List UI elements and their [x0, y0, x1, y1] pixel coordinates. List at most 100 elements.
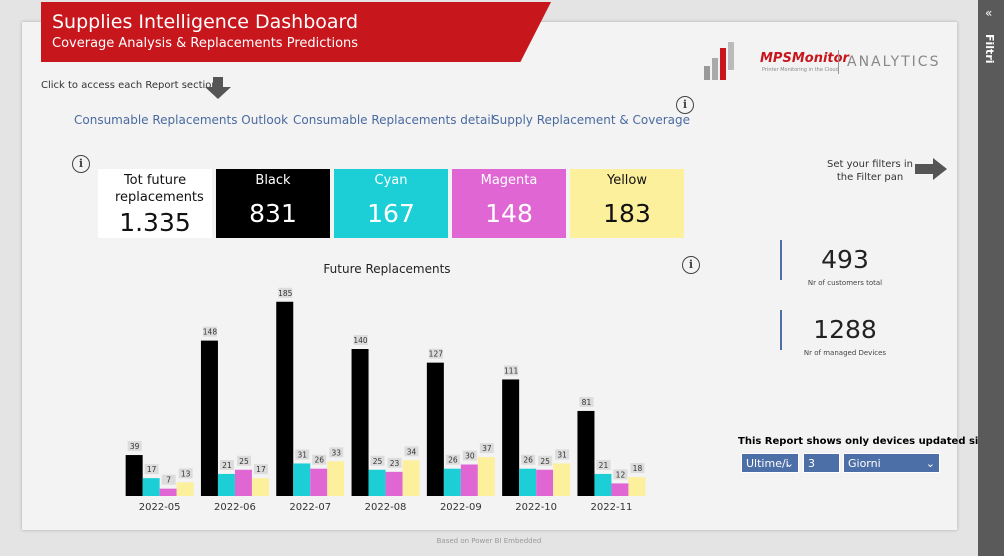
data-label-bg [127, 441, 142, 452]
amount-value: 3 [808, 457, 815, 470]
collapse-icon[interactable]: « [985, 6, 993, 20]
data-label-bg [312, 454, 327, 465]
bar [351, 349, 369, 496]
bar [234, 469, 252, 496]
nav-link[interactable]: Supply Replacement & Coverage [492, 113, 691, 127]
stat-value: 1288 [813, 315, 877, 344]
nav-link[interactable]: Consumable Replacements detail [293, 113, 495, 127]
data-label: 18 [633, 464, 643, 473]
filter-hint: Set your filters in the Filter pan [826, 159, 914, 183]
data-label: 34 [407, 447, 417, 456]
bar [251, 478, 269, 496]
mode-dropdown[interactable]: Ultime/i ⌄ [741, 453, 799, 473]
bar [443, 468, 461, 496]
data-label: 25 [373, 457, 383, 466]
data-label-bg [178, 468, 193, 479]
data-label-bg [387, 457, 402, 468]
data-label-bg [144, 464, 159, 475]
data-label-bg [353, 335, 368, 345]
kpi-card: Magenta 148 [452, 169, 566, 238]
bar [426, 362, 444, 496]
amount-input[interactable]: 3 [803, 453, 840, 473]
filter-pane-label: Filtri [983, 34, 996, 64]
kpi-label: Yellow [606, 173, 648, 188]
down-arrow [205, 77, 231, 99]
data-label: 25 [239, 457, 249, 466]
kpi-card: Tot future replacements 1.335 [98, 169, 212, 238]
x-tick-label: 2022-09 [440, 502, 482, 513]
stat-divider [780, 310, 782, 350]
data-label: 23 [390, 459, 400, 468]
logo-tagline: Printer Monitoring in the Cloud [762, 67, 839, 73]
bar [594, 473, 612, 496]
data-label: 25 [540, 457, 550, 466]
bar [200, 340, 218, 496]
kpi-value: 1.335 [119, 208, 191, 237]
data-label: 81 [582, 398, 592, 407]
bar [536, 469, 554, 496]
data-label-bg [202, 326, 217, 337]
data-label: 26 [314, 456, 324, 465]
data-label: 21 [599, 461, 609, 470]
mode-value: Ultime/i [746, 457, 789, 470]
data-label-bg [579, 396, 594, 407]
kpi-label: Cyan [374, 173, 408, 188]
data-label: 33 [331, 448, 341, 457]
bar [368, 469, 386, 496]
x-tick-label: 2022-06 [214, 502, 256, 513]
info-icon[interactable]: i [72, 155, 90, 173]
kpi-label: Tot future replacements [115, 173, 204, 205]
kpi-value: 167 [367, 199, 415, 228]
data-label: 21 [222, 461, 232, 470]
data-label: 7 [166, 476, 171, 485]
x-tick-label: 2022-11 [591, 502, 633, 513]
data-label-bg [370, 455, 385, 466]
data-label: 37 [482, 444, 492, 453]
data-label-bg [236, 455, 251, 466]
data-label-bg [596, 459, 611, 470]
bar-chart: Future Replacements 2022-05 39 17 7 13 2022-0… [125, 262, 646, 513]
data-label: 127 [429, 350, 444, 359]
bar [628, 477, 646, 496]
kpi-value: 831 [249, 199, 297, 228]
x-tick-label: 2022-05 [139, 502, 181, 513]
unit-dropdown[interactable]: Giorni ⌄ [843, 453, 940, 473]
data-label: 31 [297, 450, 307, 459]
bar [611, 483, 629, 496]
info-icon[interactable]: i [676, 96, 694, 114]
kpi-card: Black 831 [216, 169, 330, 238]
data-label-bg [428, 348, 443, 359]
data-label-bg [479, 443, 494, 454]
bar [327, 461, 345, 496]
filter-pane[interactable]: « Filtri [978, 0, 1004, 556]
kpi-label: Magenta [480, 173, 538, 188]
data-label: 39 [130, 442, 140, 451]
kpi-card: Yellow 183 [570, 169, 684, 238]
data-label: 26 [448, 456, 458, 465]
kpi-value: 148 [485, 199, 533, 228]
bar [477, 457, 495, 496]
stat-label: Nr of managed Devices [803, 349, 887, 357]
bar [310, 468, 328, 496]
data-label-bg [219, 459, 234, 470]
logo-icon [704, 42, 734, 80]
stat-value: 493 [821, 245, 869, 274]
bar [385, 471, 403, 496]
data-label-bg [404, 446, 419, 457]
bar [159, 488, 177, 496]
data-label: 12 [616, 470, 626, 479]
x-tick-label: 2022-08 [365, 502, 407, 513]
data-label-bg [613, 469, 628, 480]
bar [519, 468, 537, 496]
x-tick-label: 2022-07 [289, 502, 331, 513]
title: Supplies Intelligence Dashboard [52, 11, 359, 33]
data-label: 17 [147, 465, 157, 474]
nav-link[interactable]: Consumable Replacements Outlook [74, 113, 289, 127]
subtitle: Coverage Analysis & Replacements Predict… [52, 36, 359, 51]
data-label: 13 [181, 469, 191, 478]
info-icon[interactable]: i [682, 256, 700, 274]
footer: Based on Power BI Embedded [436, 537, 542, 545]
data-label: 140 [353, 336, 368, 345]
bar [142, 478, 160, 496]
